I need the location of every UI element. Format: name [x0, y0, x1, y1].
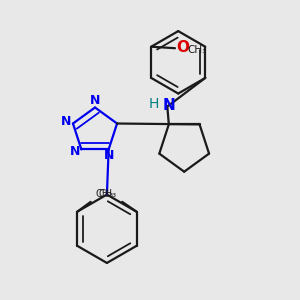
Text: N: N: [90, 94, 100, 107]
Text: O: O: [176, 40, 189, 55]
Text: N: N: [70, 145, 80, 158]
Text: CH₃: CH₃: [99, 189, 117, 199]
Text: N: N: [61, 115, 72, 128]
Text: CH₃: CH₃: [95, 189, 113, 199]
Text: N: N: [162, 98, 175, 112]
Text: N: N: [103, 149, 114, 163]
Text: CH₃: CH₃: [188, 45, 207, 55]
Text: H: H: [149, 97, 159, 111]
